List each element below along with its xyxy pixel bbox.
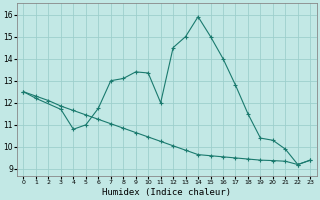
X-axis label: Humidex (Indice chaleur): Humidex (Indice chaleur) <box>102 188 231 197</box>
